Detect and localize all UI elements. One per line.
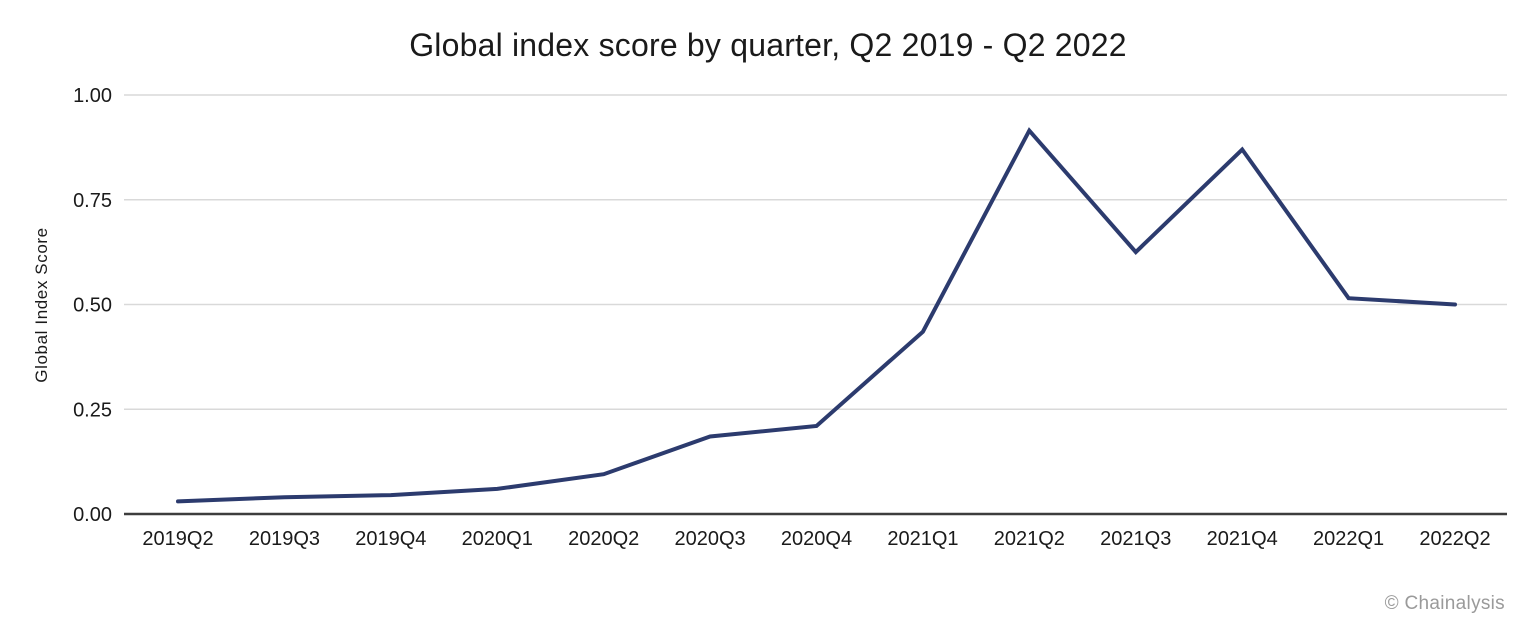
watermark: © Chainalysis xyxy=(1384,593,1505,614)
x-tick-label: 2021Q1 xyxy=(887,528,958,550)
x-tick-label: 2021Q4 xyxy=(1207,528,1278,550)
x-tick-label: 2021Q3 xyxy=(1100,528,1171,550)
x-tick-label: 2020Q1 xyxy=(462,528,533,550)
y-tick-label: 0.25 xyxy=(73,399,112,421)
chart-title: Global index score by quarter, Q2 2019 -… xyxy=(409,27,1127,63)
x-tick-label: 2021Q2 xyxy=(994,528,1065,550)
x-tick-label: 2022Q2 xyxy=(1419,528,1490,550)
x-tick-label: 2020Q2 xyxy=(568,528,639,550)
x-tick-label: 2019Q2 xyxy=(142,528,213,550)
y-tick-label: 0.00 xyxy=(73,504,112,526)
y-tick-label: 0.50 xyxy=(73,295,112,317)
x-tick-label: 2020Q4 xyxy=(781,528,852,550)
y-tick-label: 1.00 xyxy=(73,85,112,107)
x-tick-label: 2022Q1 xyxy=(1313,528,1384,550)
data-line-series xyxy=(176,127,1457,504)
x-tick-label: 2019Q3 xyxy=(249,528,320,550)
y-tick-label: 0.75 xyxy=(73,190,112,212)
x-tick-label: 2020Q3 xyxy=(674,528,745,550)
x-tick-label: 2019Q4 xyxy=(355,528,426,550)
